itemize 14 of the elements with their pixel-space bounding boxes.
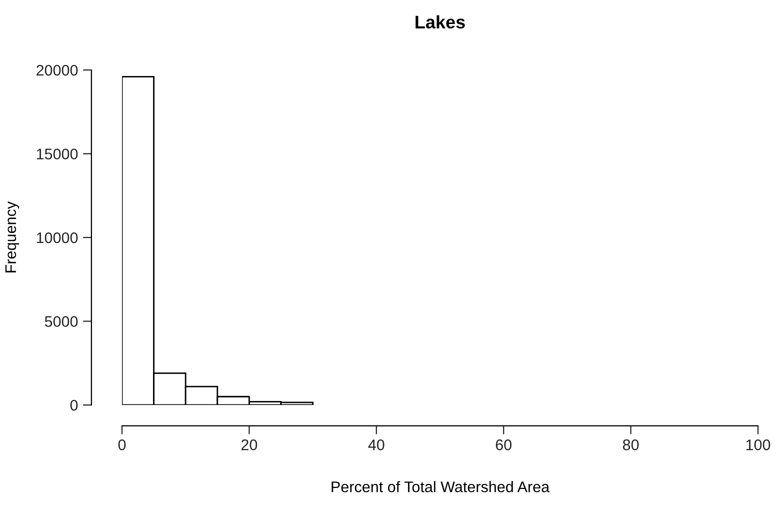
y-tick-label: 10000 bbox=[36, 232, 78, 244]
chart-title: Lakes bbox=[416, 15, 465, 29]
y-axis-title: Frequency bbox=[5, 201, 20, 272]
y-tick-label: 5000 bbox=[44, 316, 78, 327]
x-tick-label: 0 bbox=[118, 439, 126, 450]
x-axis-title: Percent of Total Watershed Area bbox=[332, 481, 550, 492]
x-tick-label: 40 bbox=[368, 439, 384, 450]
y-tick-label: 20000 bbox=[36, 64, 78, 76]
y-tick-label: 0 bbox=[70, 400, 78, 411]
x-tick-label: 80 bbox=[622, 439, 639, 450]
x-tick-label: 60 bbox=[496, 439, 512, 450]
x-tick-label: 20 bbox=[241, 439, 258, 450]
y-tick-label: 15000 bbox=[36, 148, 78, 160]
x-tick-label: 100 bbox=[746, 439, 770, 450]
